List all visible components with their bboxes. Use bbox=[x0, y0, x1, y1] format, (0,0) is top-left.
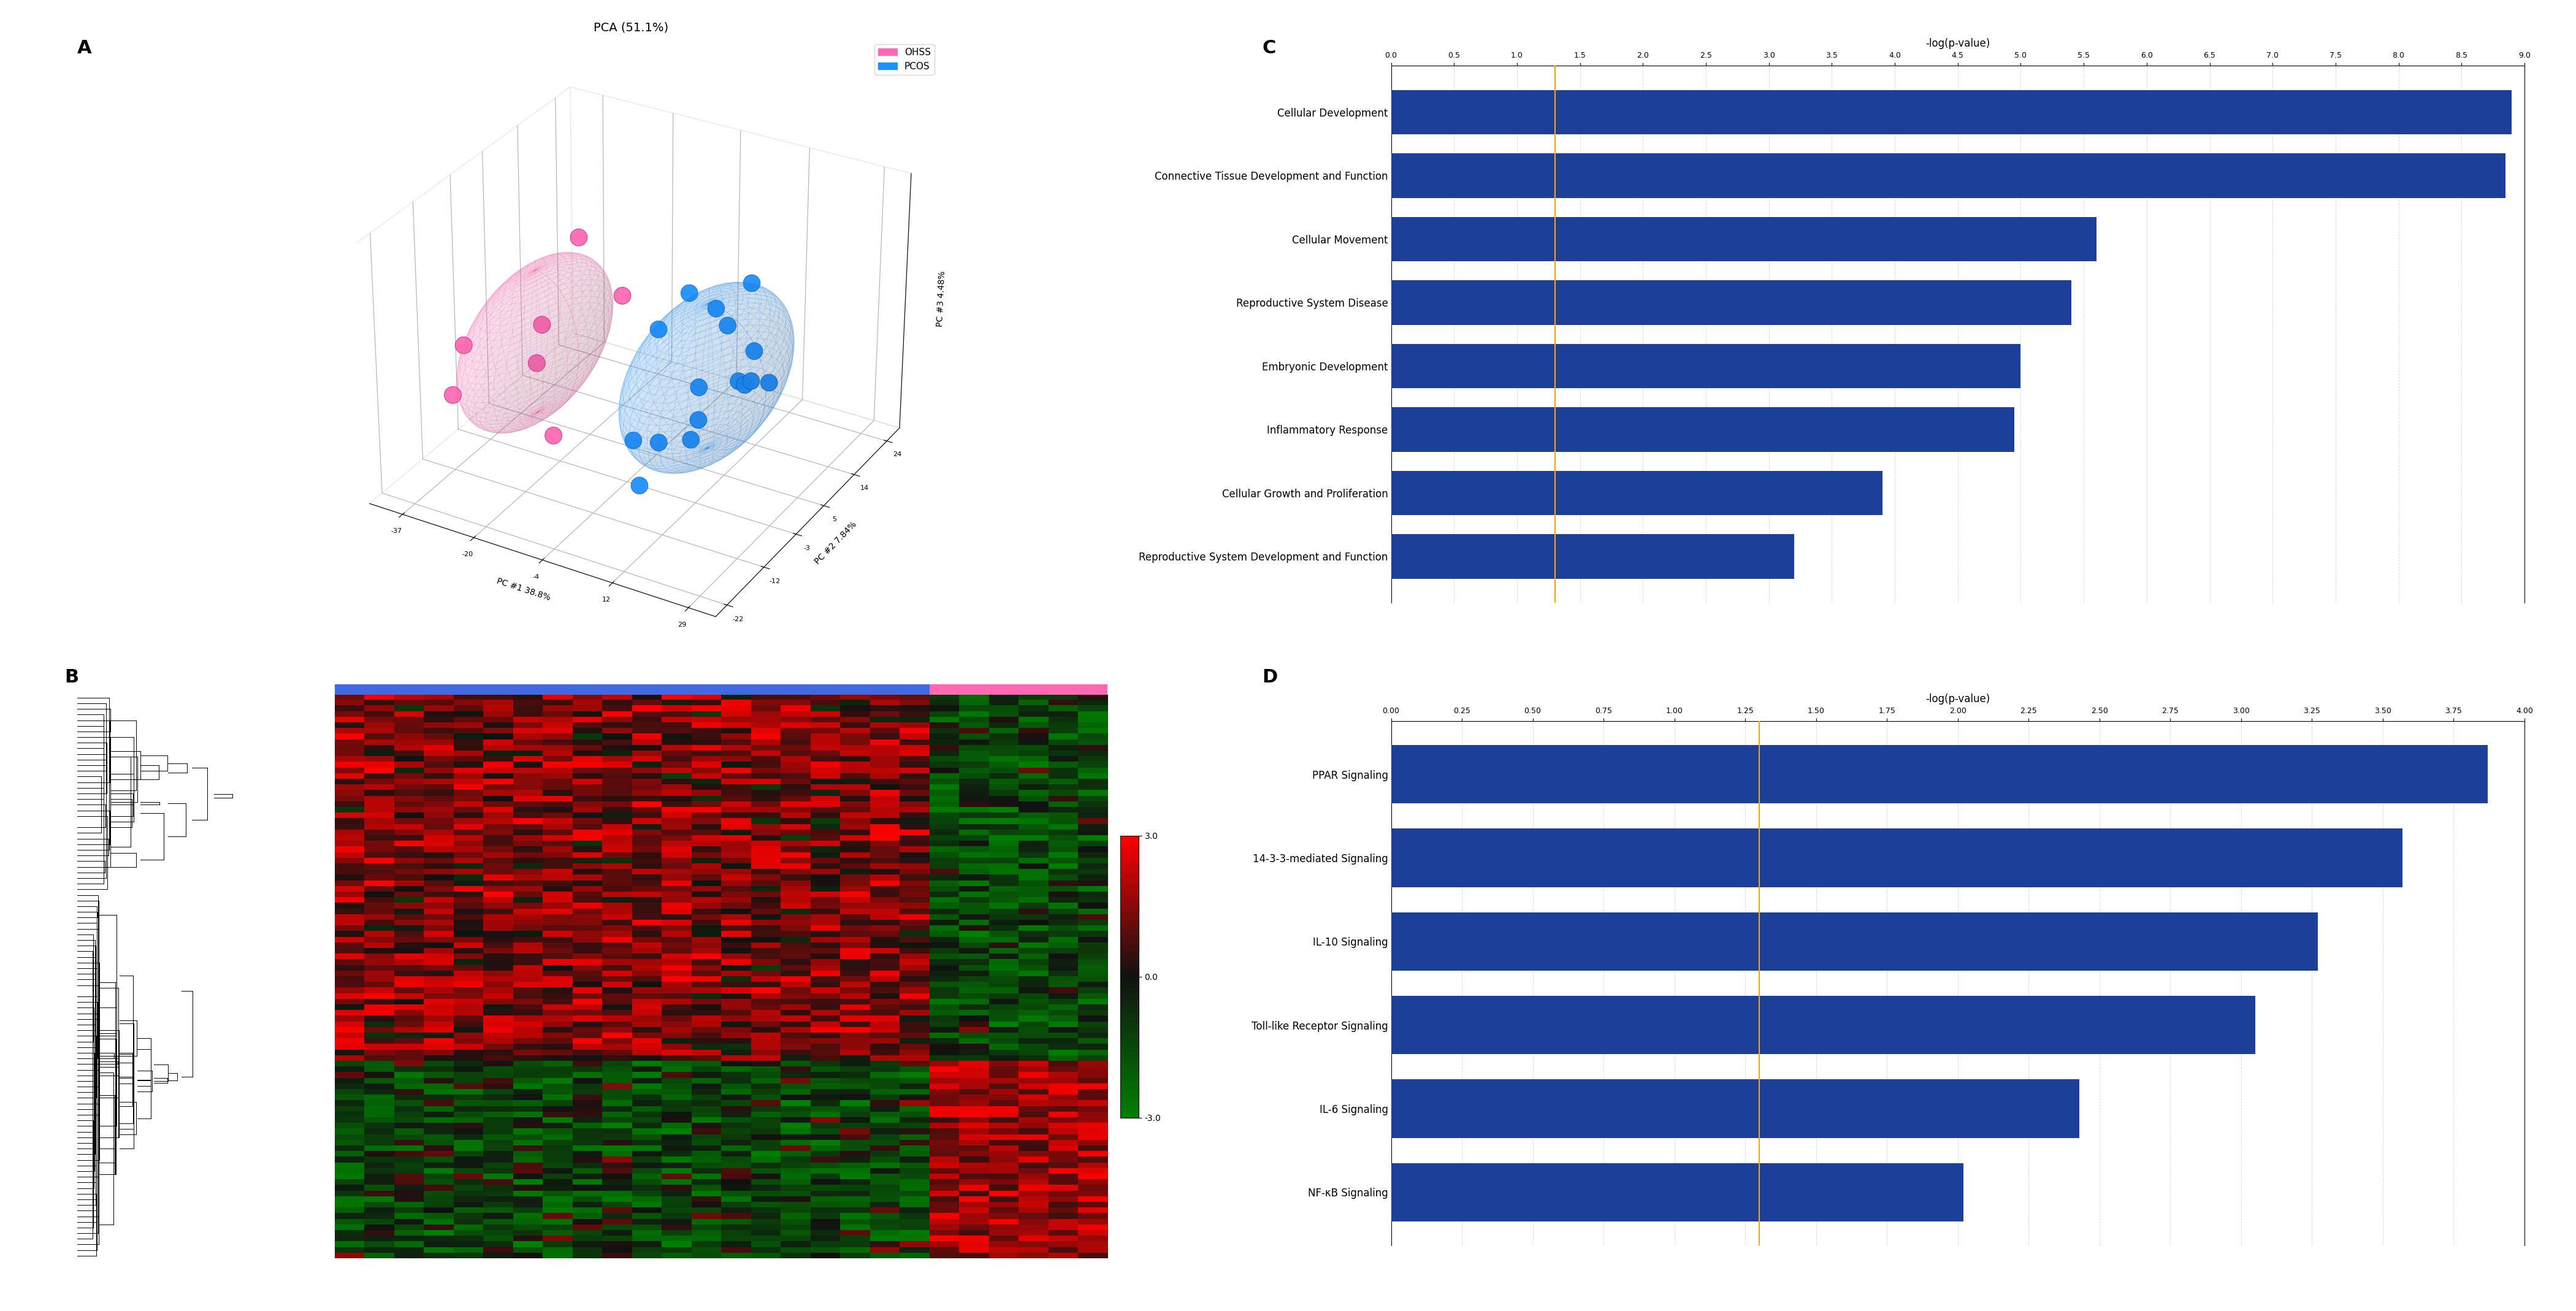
Text: A: A bbox=[77, 39, 93, 58]
Bar bbox=[1391, 996, 2257, 1054]
Bar bbox=[1391, 343, 2020, 388]
Text: B: B bbox=[64, 669, 80, 687]
Bar bbox=[1391, 471, 1883, 515]
Bar bbox=[1391, 281, 2071, 325]
Bar bbox=[1391, 408, 2014, 452]
Bar bbox=[1391, 90, 2512, 135]
Bar bbox=[1391, 534, 1793, 578]
Bar bbox=[1391, 153, 2506, 198]
Bar bbox=[1391, 1163, 1963, 1222]
X-axis label: -log(p-value): -log(p-value) bbox=[1924, 38, 1991, 49]
Text: D: D bbox=[1262, 669, 1278, 687]
Bar bbox=[1391, 912, 2318, 970]
Legend: OHSS, PCOS: OHSS, PCOS bbox=[873, 45, 935, 75]
Text: C: C bbox=[1262, 39, 1275, 58]
Bar bbox=[1391, 216, 2097, 261]
Title: PCA (51.1%): PCA (51.1%) bbox=[592, 21, 670, 33]
X-axis label: PC #1 38.8%: PC #1 38.8% bbox=[495, 577, 551, 603]
Bar bbox=[1391, 1079, 2079, 1138]
Y-axis label: PC #2 7.84%: PC #2 7.84% bbox=[814, 519, 858, 566]
Bar bbox=[1391, 829, 2403, 888]
Bar bbox=[1391, 745, 2488, 804]
X-axis label: -log(p-value): -log(p-value) bbox=[1924, 694, 1991, 704]
